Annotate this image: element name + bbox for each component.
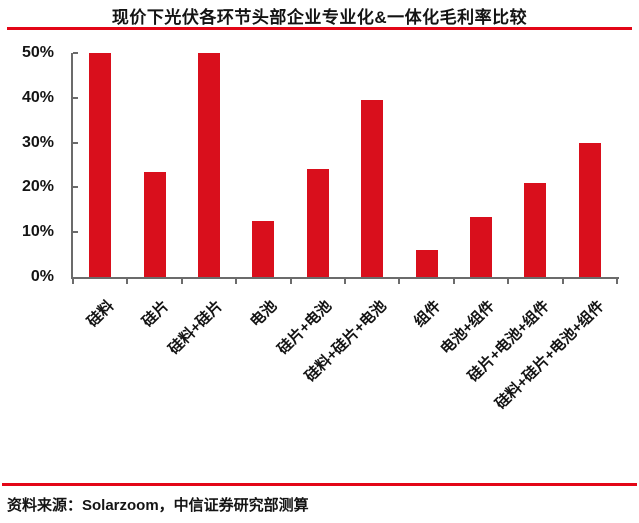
bar [306, 169, 329, 277]
y-axis-tick-label: 20% [21, 178, 54, 196]
x-axis-tick [561, 279, 564, 284]
bar [89, 53, 112, 277]
bar [578, 142, 601, 277]
chart-title: 现价下光伏各环节头部企业专业化&一体化毛利率比较 [111, 8, 528, 27]
y-axis-tick [73, 141, 78, 144]
bar [524, 182, 547, 277]
x-axis-category-label: 硅料 [84, 297, 118, 331]
y-axis-tick-label: 10% [21, 223, 54, 241]
y-axis-tick [73, 96, 78, 99]
x-axis-category-label: 硅料+硅片 [165, 297, 227, 358]
y-axis-tick [73, 231, 78, 234]
x-axis-category-label: 组件 [410, 297, 444, 331]
x-axis-tick [126, 279, 129, 284]
x-axis-tick [398, 279, 401, 284]
bar [415, 250, 438, 277]
x-axis-tick [289, 279, 292, 284]
y-axis-tick-label: 0% [30, 268, 54, 285]
bar [470, 216, 492, 277]
title-underline-rule [7, 27, 632, 30]
y-axis-tick [73, 52, 78, 54]
x-axis-category-label: 电池 [247, 297, 281, 331]
x-axis-tick [452, 279, 455, 284]
bar [143, 171, 166, 277]
x-axis-tick [72, 279, 74, 284]
bar [361, 100, 384, 277]
x-axis-tick [235, 279, 238, 284]
bar [198, 53, 220, 277]
x-axis-category-label: 硅片 [138, 297, 172, 331]
bar [252, 221, 275, 277]
y-axis-tick-label: 40% [21, 88, 54, 106]
y-axis-tick-label: 30% [21, 133, 54, 151]
x-axis-tick [180, 279, 183, 284]
y-axis-tick-label: 50% [21, 44, 54, 61]
x-axis-tick [507, 279, 510, 284]
footer-rule [2, 483, 637, 486]
x-axis-tick [344, 279, 346, 284]
x-axis-line [71, 277, 619, 279]
y-axis-line [71, 53, 73, 279]
x-axis-tick [616, 279, 618, 284]
x-axis-category-label: 硅料+硅片+电池+组件 [491, 297, 608, 413]
y-axis-tick [73, 186, 78, 189]
source-note: 资料来源：Solarzoom，中信证券研究部测算 [7, 497, 309, 514]
